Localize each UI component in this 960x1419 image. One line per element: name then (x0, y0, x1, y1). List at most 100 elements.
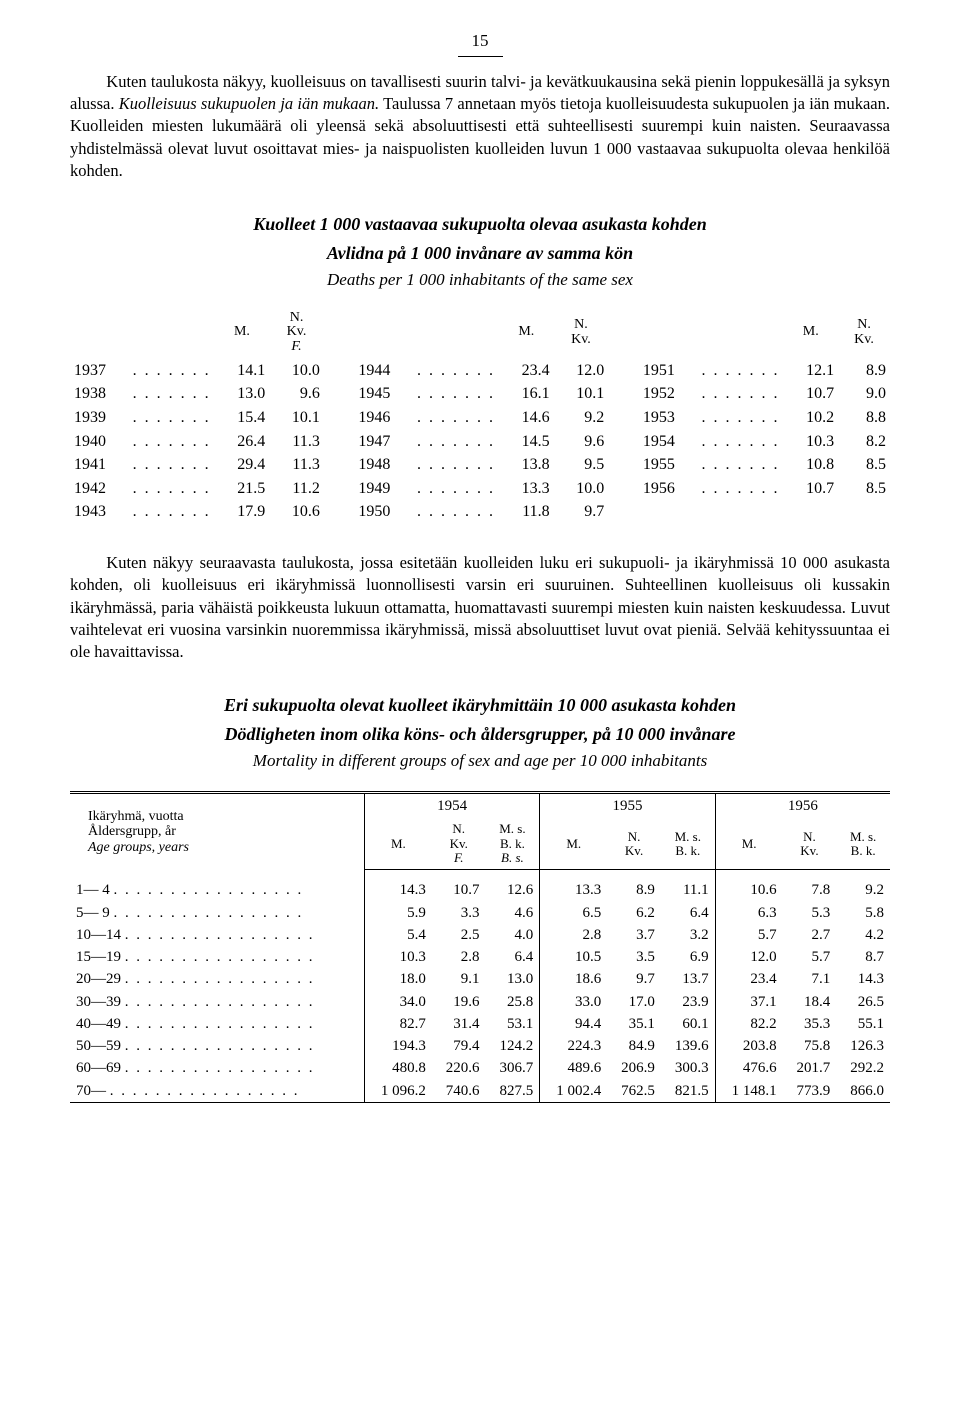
page: 15 Kuten taulukosta näkyy, kuolleisuus o… (0, 0, 960, 1143)
age-cell: 20—29 . . . . . . . . . . . . . . . . . (70, 968, 364, 990)
female-value: 11.3 (269, 430, 324, 454)
age-cell: 60—69 . . . . . . . . . . . . . . . . . (70, 1057, 364, 1079)
table-row: 1942. . . . . . .21.511.21949. . . . . .… (70, 477, 890, 501)
value-cell: 12.6 (486, 870, 540, 902)
value-cell: 23.9 (661, 991, 715, 1013)
value-cell: 9.1 (432, 968, 486, 990)
value-cell: 37.1 (715, 991, 782, 1013)
value-cell: 2.8 (432, 946, 486, 968)
intro-italic: Kuolleisuus sukupuolen ja iän mukaan. (119, 94, 379, 113)
age-cell: 15—19 . . . . . . . . . . . . . . . . . (70, 946, 364, 968)
value-cell: 26.5 (836, 991, 890, 1013)
value-cell: 220.6 (432, 1057, 486, 1079)
female-value: 10.1 (554, 382, 609, 406)
value-cell: 10.5 (540, 946, 607, 968)
value-cell: 82.2 (715, 1013, 782, 1035)
female-value: 9.0 (838, 382, 890, 406)
col-m: M. (215, 310, 270, 359)
year-cell: 1949 (354, 477, 413, 501)
female-value: 9.5 (554, 453, 609, 477)
female-value: 9.6 (269, 382, 324, 406)
sub-b-l2: B. k. (675, 843, 700, 858)
value-cell: 292.2 (836, 1057, 890, 1079)
value-cell: 23.4 (715, 968, 782, 990)
dots: . . . . . . . (697, 406, 783, 430)
female-value: 10.1 (269, 406, 324, 430)
col-f-l2: Kv. (571, 332, 591, 347)
year-1956: 1956 (715, 792, 890, 818)
table-row: 15—19 . . . . . . . . . . . . . . . . . 1… (70, 946, 890, 968)
value-cell: 35.3 (783, 1013, 837, 1035)
value-cell: 14.3 (836, 968, 890, 990)
year-cell: 1956 (639, 477, 698, 501)
table-header-row: M. N. Kv. F. M. N. Kv. M. N. Kv. (70, 310, 890, 359)
dots: . . . . . . . (129, 406, 215, 430)
value-cell: 740.6 (432, 1080, 486, 1103)
dots: . . . . . . . (413, 500, 499, 524)
age-l1: Ikäryhmä, vuotta (88, 809, 184, 824)
sub-f-l1: N. (452, 821, 465, 836)
value-cell: 18.0 (364, 968, 431, 990)
value-cell: 821.5 (661, 1080, 715, 1103)
value-cell: 1 096.2 (364, 1080, 431, 1103)
value-cell: 194.3 (364, 1035, 431, 1057)
value-cell: 480.8 (364, 1057, 431, 1079)
value-cell: 203.8 (715, 1035, 782, 1057)
value-cell: 7.1 (783, 968, 837, 990)
table-row: 20—29 . . . . . . . . . . . . . . . . .1… (70, 968, 890, 990)
male-value: 29.4 (215, 453, 270, 477)
year-cell: 1942 (70, 477, 129, 501)
sub-f-l2: Kv. (625, 843, 643, 858)
value-cell: 94.4 (540, 1013, 607, 1035)
value-cell: 18.6 (540, 968, 607, 990)
year-cell: 1946 (354, 406, 413, 430)
table-row: 40—49 . . . . . . . . . . . . . . . . .8… (70, 1013, 890, 1035)
value-cell: 300.3 (661, 1057, 715, 1079)
dots: . . . . . . . (413, 406, 499, 430)
value-cell: 10.7 (432, 870, 486, 902)
male-value: 10.7 (783, 382, 838, 406)
value-cell: 2.7 (783, 924, 837, 946)
col-f-l1: N. (857, 317, 871, 332)
year-1954: 1954 (364, 792, 539, 818)
male-value: 12.1 (783, 359, 838, 383)
value-cell: 18.4 (783, 991, 837, 1013)
table-row: 1937. . . . . . .14.110.01944. . . . . .… (70, 359, 890, 383)
value-cell: 5.8 (836, 902, 890, 924)
female-value: 9.2 (554, 406, 609, 430)
heading-en-1: Deaths per 1 000 inhabitants of the same… (150, 269, 810, 292)
value-cell: 489.6 (540, 1057, 607, 1079)
value-cell: 4.6 (486, 902, 540, 924)
year-cell: 1938 (70, 382, 129, 406)
value-cell: 4.2 (836, 924, 890, 946)
table-row: 1941. . . . . . .29.411.31948. . . . . .… (70, 453, 890, 477)
sub-b-l3: B. s. (501, 850, 524, 865)
value-cell: 3.3 (432, 902, 486, 924)
value-cell: 6.3 (715, 902, 782, 924)
value-cell: 126.3 (836, 1035, 890, 1057)
sub-f-l2: Kv. (800, 843, 818, 858)
page-number-value: 15 (458, 30, 503, 57)
table-row: 1939. . . . . . .15.410.11946. . . . . .… (70, 406, 890, 430)
value-cell: 13.0 (486, 968, 540, 990)
male-value: 13.3 (499, 477, 554, 501)
death-rate-table: M. N. Kv. F. M. N. Kv. M. N. Kv. 1937. .… (70, 310, 890, 524)
year-cell: 1950 (354, 500, 413, 524)
year-cell: 1955 (639, 453, 698, 477)
value-cell: 13.7 (661, 968, 715, 990)
age-l3: Age groups, years (88, 840, 189, 855)
female-value: 9.6 (554, 430, 609, 454)
value-cell: 19.6 (432, 991, 486, 1013)
female-value: 10.0 (554, 477, 609, 501)
value-cell: 9.2 (836, 870, 890, 902)
dots: . . . . . . . (697, 382, 783, 406)
sub-b-l1: M. s. (850, 829, 876, 844)
year-cell: 1939 (70, 406, 129, 430)
dots: . . . . . . . (413, 453, 499, 477)
col-f: N. Kv. F. (269, 310, 324, 359)
male-value: 10.8 (783, 453, 838, 477)
col-f-l2: Kv. (854, 332, 874, 347)
age-cell: 5— 9 . . . . . . . . . . . . . . . . . (70, 902, 364, 924)
male-value: 14.5 (499, 430, 554, 454)
year-cell: 1943 (70, 500, 129, 524)
